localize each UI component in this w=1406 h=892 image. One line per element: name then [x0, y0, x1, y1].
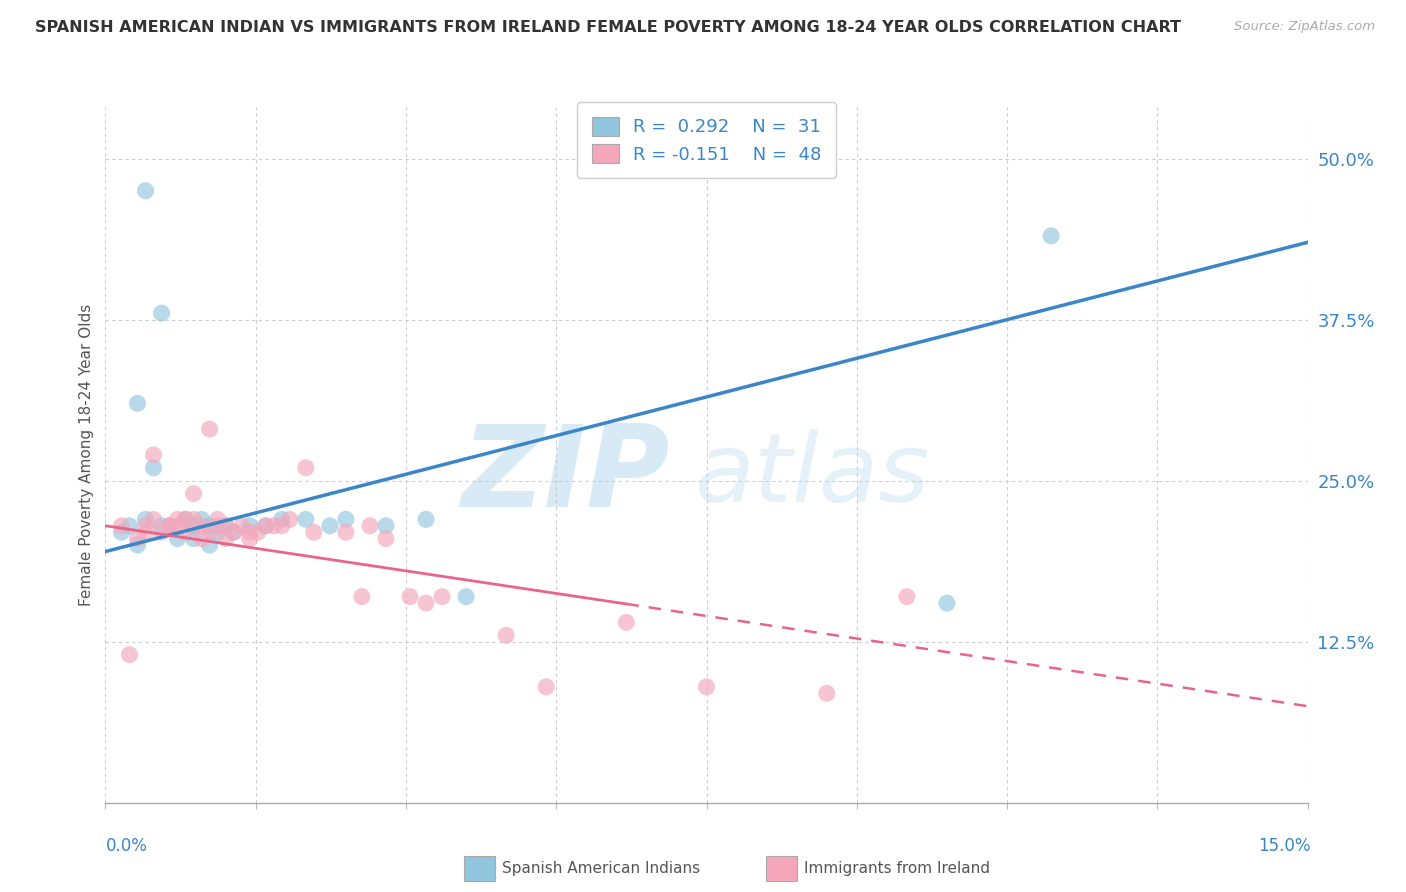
Point	[319, 518, 342, 533]
Text: 0.0%: 0.0%	[105, 837, 148, 855]
Point	[159, 518, 181, 533]
Point	[270, 512, 292, 526]
Point	[335, 512, 357, 526]
Point	[454, 590, 477, 604]
Point	[399, 590, 422, 604]
Point	[166, 532, 188, 546]
Point	[214, 518, 236, 533]
Point	[135, 184, 157, 198]
Point	[110, 518, 132, 533]
Point	[207, 512, 229, 526]
Point	[222, 525, 245, 540]
Point	[415, 512, 437, 526]
Point	[183, 512, 205, 526]
Point	[150, 306, 173, 320]
Y-axis label: Female Poverty Among 18-24 Year Olds: Female Poverty Among 18-24 Year Olds	[79, 304, 94, 606]
Point	[350, 590, 373, 604]
Point	[430, 590, 453, 604]
Point	[254, 518, 277, 533]
Point	[335, 525, 357, 540]
Point	[896, 590, 918, 604]
Point	[198, 518, 221, 533]
Point	[295, 460, 318, 475]
Point	[127, 538, 149, 552]
Point	[415, 596, 437, 610]
Point	[183, 486, 205, 500]
Point	[239, 525, 262, 540]
Point	[815, 686, 838, 700]
Point	[302, 525, 325, 540]
Point	[239, 532, 262, 546]
Point	[254, 518, 277, 533]
Point	[190, 512, 212, 526]
Point	[696, 680, 718, 694]
Point	[183, 518, 205, 533]
Point	[166, 512, 188, 526]
Point	[159, 518, 181, 533]
Point	[142, 448, 165, 462]
Point	[150, 518, 173, 533]
Point	[174, 525, 197, 540]
Point	[534, 680, 557, 694]
Point	[142, 512, 165, 526]
Text: Spanish American Indians: Spanish American Indians	[502, 862, 700, 876]
Point	[150, 525, 173, 540]
Point	[135, 525, 157, 540]
Point	[374, 518, 398, 533]
Point	[278, 512, 301, 526]
Point	[190, 518, 212, 533]
Text: Source: ZipAtlas.com: Source: ZipAtlas.com	[1234, 20, 1375, 33]
Point	[207, 518, 229, 533]
Point	[198, 525, 221, 540]
Point	[198, 422, 221, 436]
Point	[207, 525, 229, 540]
Legend: R =  0.292    N =  31, R = -0.151    N =  48: R = 0.292 N = 31, R = -0.151 N = 48	[576, 103, 837, 178]
Point	[142, 460, 165, 475]
Text: SPANISH AMERICAN INDIAN VS IMMIGRANTS FROM IRELAND FEMALE POVERTY AMONG 18-24 YE: SPANISH AMERICAN INDIAN VS IMMIGRANTS FR…	[35, 20, 1181, 35]
Point	[135, 512, 157, 526]
Point	[135, 518, 157, 533]
Text: 15.0%: 15.0%	[1258, 837, 1310, 855]
Point	[190, 532, 212, 546]
Point	[174, 512, 197, 526]
Point	[374, 532, 398, 546]
Point	[231, 518, 253, 533]
Point	[183, 532, 205, 546]
Point	[159, 518, 181, 533]
Point	[166, 518, 188, 533]
Point	[214, 518, 236, 533]
Point	[1040, 228, 1063, 243]
Point	[616, 615, 638, 630]
Point	[295, 512, 318, 526]
Point	[127, 532, 149, 546]
Point	[118, 648, 141, 662]
Text: atlas: atlas	[695, 429, 929, 523]
Point	[198, 538, 221, 552]
Point	[246, 525, 269, 540]
Point	[263, 518, 285, 533]
Point	[127, 396, 149, 410]
Text: Immigrants from Ireland: Immigrants from Ireland	[804, 862, 990, 876]
Point	[359, 518, 381, 533]
Point	[118, 518, 141, 533]
Text: ZIP: ZIP	[463, 420, 671, 532]
Point	[174, 512, 197, 526]
Point	[270, 518, 292, 533]
Point	[495, 628, 517, 642]
Point	[239, 518, 262, 533]
Point	[222, 525, 245, 540]
Point	[936, 596, 959, 610]
Point	[214, 532, 236, 546]
Point	[110, 525, 132, 540]
